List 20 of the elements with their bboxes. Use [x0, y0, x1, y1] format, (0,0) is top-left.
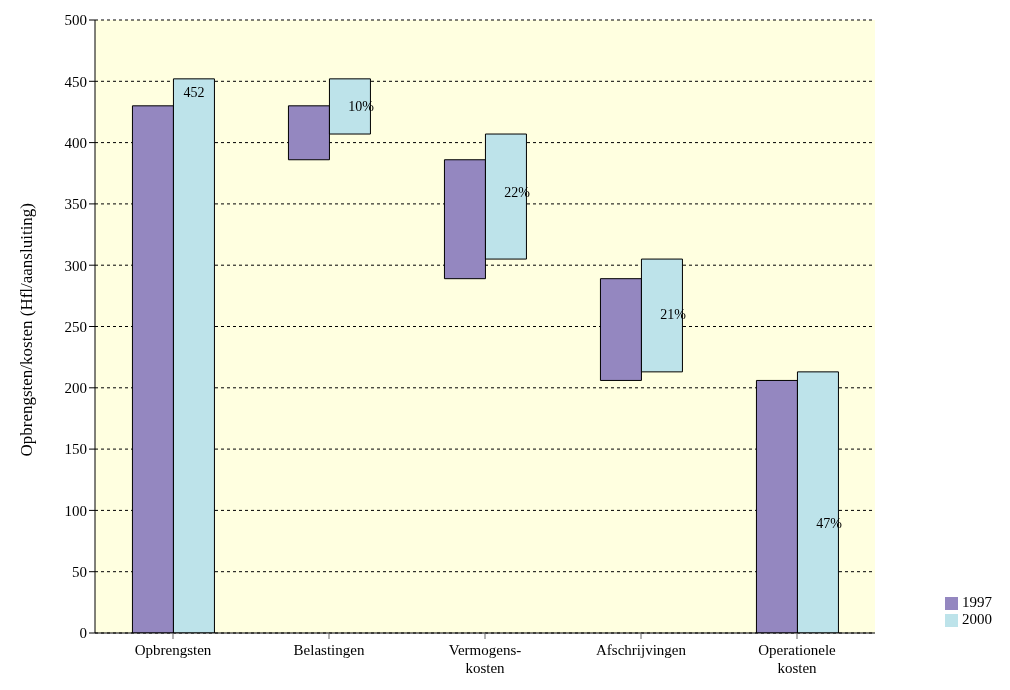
x-tick-label: Operationele kosten — [758, 642, 837, 676]
x-tick-label: Vermogens- kosten — [448, 642, 522, 676]
y-tick-label: 450 — [64, 73, 87, 90]
y-tick-label: 250 — [64, 318, 87, 335]
y-tick-label: 300 — [64, 257, 87, 274]
x-tick-label: Opbrengsten — [134, 642, 212, 658]
y-tick-label: 0 — [79, 625, 87, 642]
y-tick-label: 50 — [72, 564, 87, 581]
y-tick-label: 350 — [64, 196, 87, 213]
y-axis-title: Opbrengsten/kosten (Hfl/aansluiting) — [17, 202, 37, 457]
legend-label: 2000 — [962, 611, 992, 627]
y-tick-label: 150 — [64, 441, 87, 458]
y-tick-label: 400 — [64, 134, 87, 151]
data-label: 452 — [183, 84, 205, 100]
y-tick-label: 500 — [64, 12, 87, 29]
legend-label: 1997 — [962, 594, 992, 610]
y-tick-label: 200 — [64, 380, 87, 397]
y-tick-label: 100 — [64, 502, 87, 519]
x-tick-label: Belastingen — [293, 642, 365, 658]
x-tick-label: Afschrijvingen — [596, 642, 687, 658]
